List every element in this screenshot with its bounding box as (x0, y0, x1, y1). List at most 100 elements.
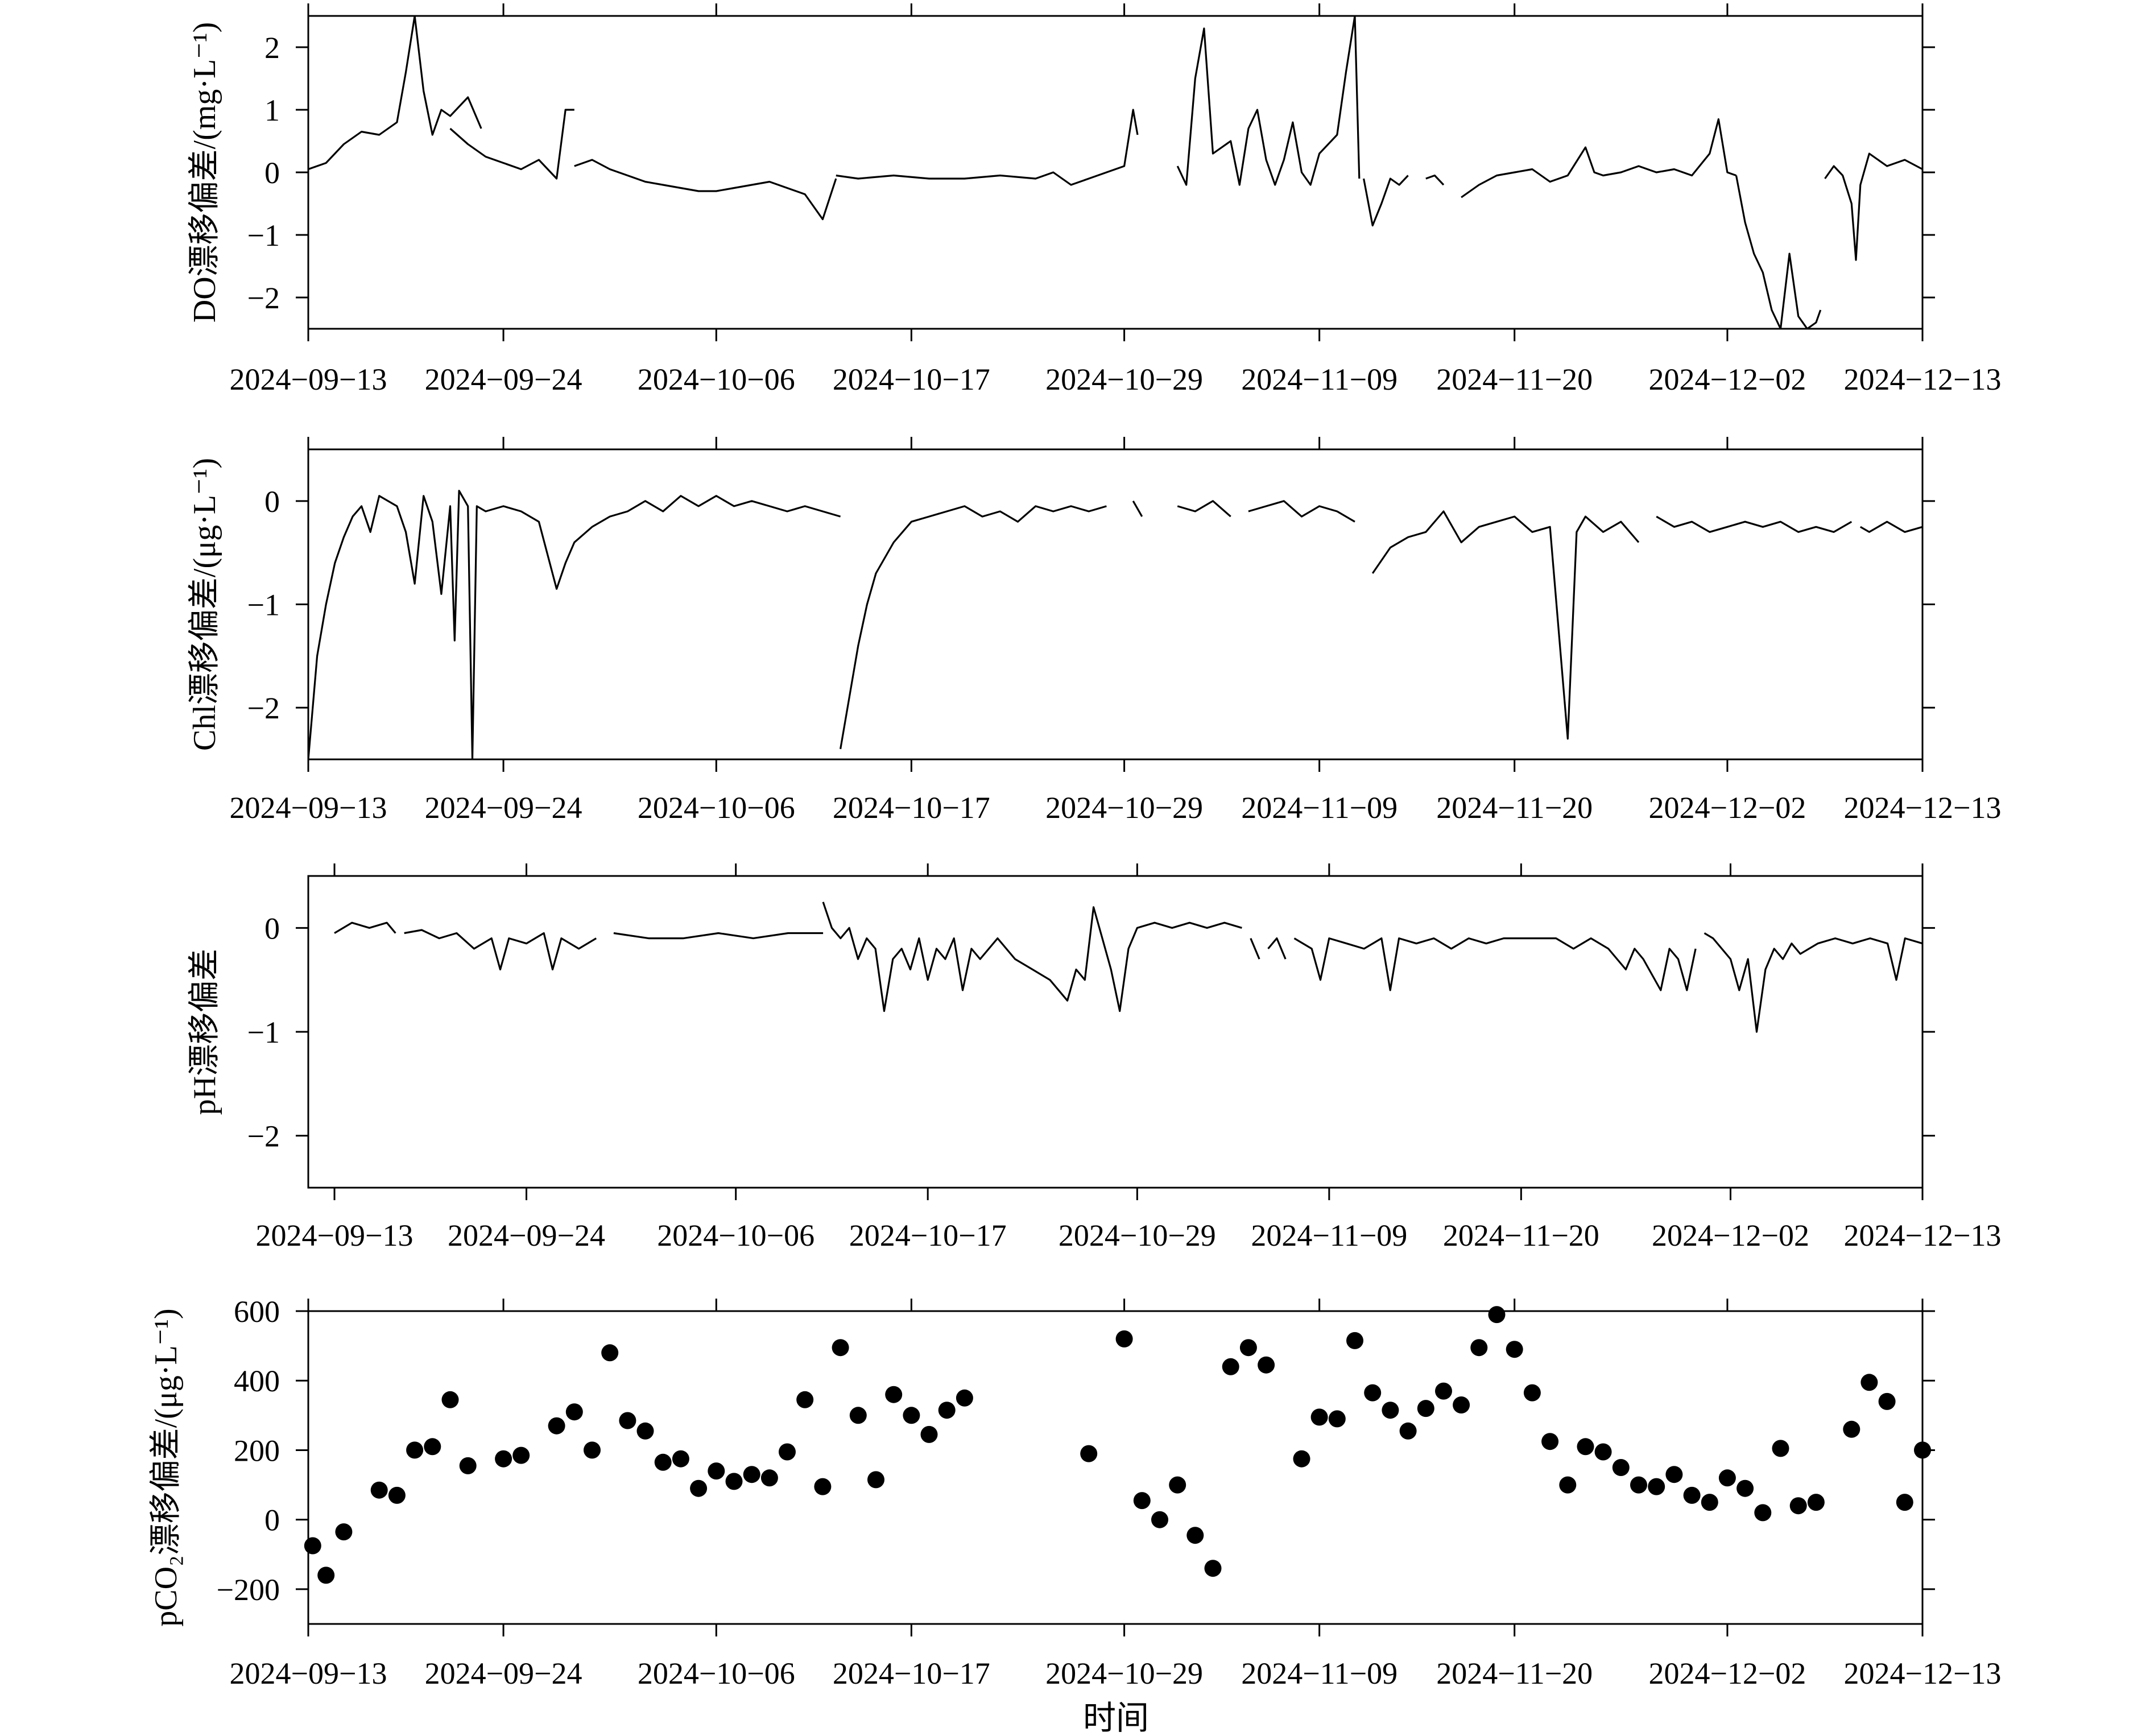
y-tick-label: 400 (234, 1364, 280, 1398)
data-point (849, 1407, 867, 1424)
data-point (867, 1471, 884, 1489)
y-tick-label: −200 (217, 1573, 280, 1607)
series-line-segment (1824, 152, 1922, 261)
x-tick-label: 2024−11−20 (1443, 1218, 1599, 1253)
series-line-segment (1132, 501, 1143, 517)
x-tick-label: 2024−10−06 (638, 1656, 795, 1690)
data-point (1789, 1497, 1807, 1515)
data-point (885, 1386, 903, 1403)
y-tick-label: −2 (247, 281, 280, 315)
series-line-segment (1425, 174, 1445, 186)
x-axis-label: 时间 (1083, 1700, 1149, 1736)
data-point (1239, 1339, 1257, 1357)
data-point (725, 1473, 743, 1490)
data-point (1186, 1527, 1204, 1544)
x-tick-label: 2024−09−13 (256, 1218, 414, 1253)
x-tick-label: 2024−11−09 (1241, 362, 1398, 396)
data-point (779, 1443, 796, 1461)
x-tick-label: 2024−10−29 (1045, 362, 1203, 396)
data-point (1293, 1450, 1310, 1468)
plot-frame (307, 875, 1924, 1189)
series-line-segment (1860, 520, 1922, 533)
x-tick-label: 2024−10−06 (638, 791, 795, 825)
x-tick-label: 2024−12−13 (1844, 362, 2002, 396)
x-tick-label: 2024−10−29 (1059, 1218, 1216, 1253)
data-point (1807, 1494, 1825, 1511)
series-line-segment (1293, 937, 1697, 991)
y-axis-label: Chl漂移偏差/(μg·L⁻¹) (187, 458, 222, 751)
data-point (1612, 1459, 1630, 1476)
data-point (441, 1391, 459, 1408)
data-point (1435, 1382, 1452, 1400)
series-line-segment (1248, 500, 1355, 523)
data-point (814, 1478, 832, 1495)
series-line-segment (840, 505, 1107, 750)
data-point (1346, 1332, 1363, 1349)
data-point (1382, 1402, 1399, 1419)
x-tick-label: 2024−09−24 (425, 791, 582, 825)
data-point (690, 1479, 708, 1497)
y-tick-label: −1 (247, 218, 280, 253)
data-point (1399, 1422, 1417, 1440)
x-tick-label: 2024−10−29 (1045, 1656, 1203, 1690)
y-axis-label: pH漂移偏差 (187, 949, 222, 1115)
x-tick-label: 2024−11−20 (1436, 1656, 1593, 1690)
data-point (1364, 1384, 1382, 1402)
y-tick-label: 1 (264, 93, 280, 127)
x-tick-label: 2024−10−17 (833, 791, 990, 825)
data-point (1648, 1478, 1665, 1495)
data-point (672, 1450, 689, 1468)
y-tick-label: 200 (234, 1433, 280, 1468)
data-point (1204, 1560, 1222, 1577)
x-tick-label: 2024−09−24 (425, 1656, 582, 1690)
series-line-segment (449, 109, 574, 180)
series-line-segment (1267, 937, 1287, 960)
data-point (1860, 1374, 1878, 1391)
data-point (335, 1523, 353, 1541)
panel-3: 2024−09−13 2024−09−24 2024−10−06 2024−10−17… (187, 863, 2001, 1253)
data-point (1577, 1438, 1594, 1456)
data-point (1665, 1466, 1683, 1483)
data-point (388, 1486, 406, 1504)
data-point (956, 1389, 973, 1407)
x-tick-label: 2024−12−02 (1648, 791, 1806, 825)
data-point (1878, 1392, 1896, 1410)
x-tick-label: 2024−12−02 (1648, 362, 1806, 396)
data-point (1258, 1356, 1275, 1374)
data-point (1523, 1384, 1541, 1402)
data-point (1630, 1476, 1647, 1494)
series-line-segment (334, 921, 396, 934)
series-line-segment (1363, 175, 1409, 227)
x-tick-label: 2024−09−24 (425, 362, 582, 396)
data-point (1914, 1441, 1931, 1459)
x-tick-label: 2024−11−09 (1241, 791, 1398, 825)
y-axis-label: pCO₂漂移偏差/(μg·L⁻¹) (148, 1308, 184, 1626)
data-point (1151, 1511, 1168, 1528)
x-tick-label: 2024−10−17 (849, 1218, 1007, 1253)
data-point (708, 1462, 725, 1480)
x-tick-label: 2024−12−02 (1652, 1218, 1809, 1253)
data-point (1559, 1476, 1577, 1494)
y-tick-label: 0 (264, 485, 280, 519)
data-point (512, 1446, 530, 1464)
series-line-segment (574, 159, 837, 221)
y-tick-label: −1 (247, 1015, 280, 1049)
x-tick-label: 2024−09−13 (230, 791, 387, 825)
y-tick-label: 2 (264, 31, 280, 65)
data-point (1488, 1306, 1506, 1324)
data-point (459, 1457, 477, 1474)
series-line-segment (1176, 16, 1361, 186)
data-point (920, 1425, 938, 1443)
data-point (743, 1466, 760, 1483)
x-tick-label: 2024−09−13 (230, 1656, 387, 1690)
data-point (760, 1469, 778, 1487)
series-line-segment (1656, 515, 1853, 533)
data-point (424, 1438, 441, 1456)
y-tick-label: 0 (264, 1503, 280, 1537)
x-tick-label: 2024−11−20 (1436, 791, 1593, 825)
data-point (304, 1537, 321, 1555)
data-point (1594, 1443, 1612, 1461)
data-point (1541, 1433, 1559, 1450)
series-line-segment (404, 929, 597, 970)
data-point (1453, 1396, 1470, 1413)
